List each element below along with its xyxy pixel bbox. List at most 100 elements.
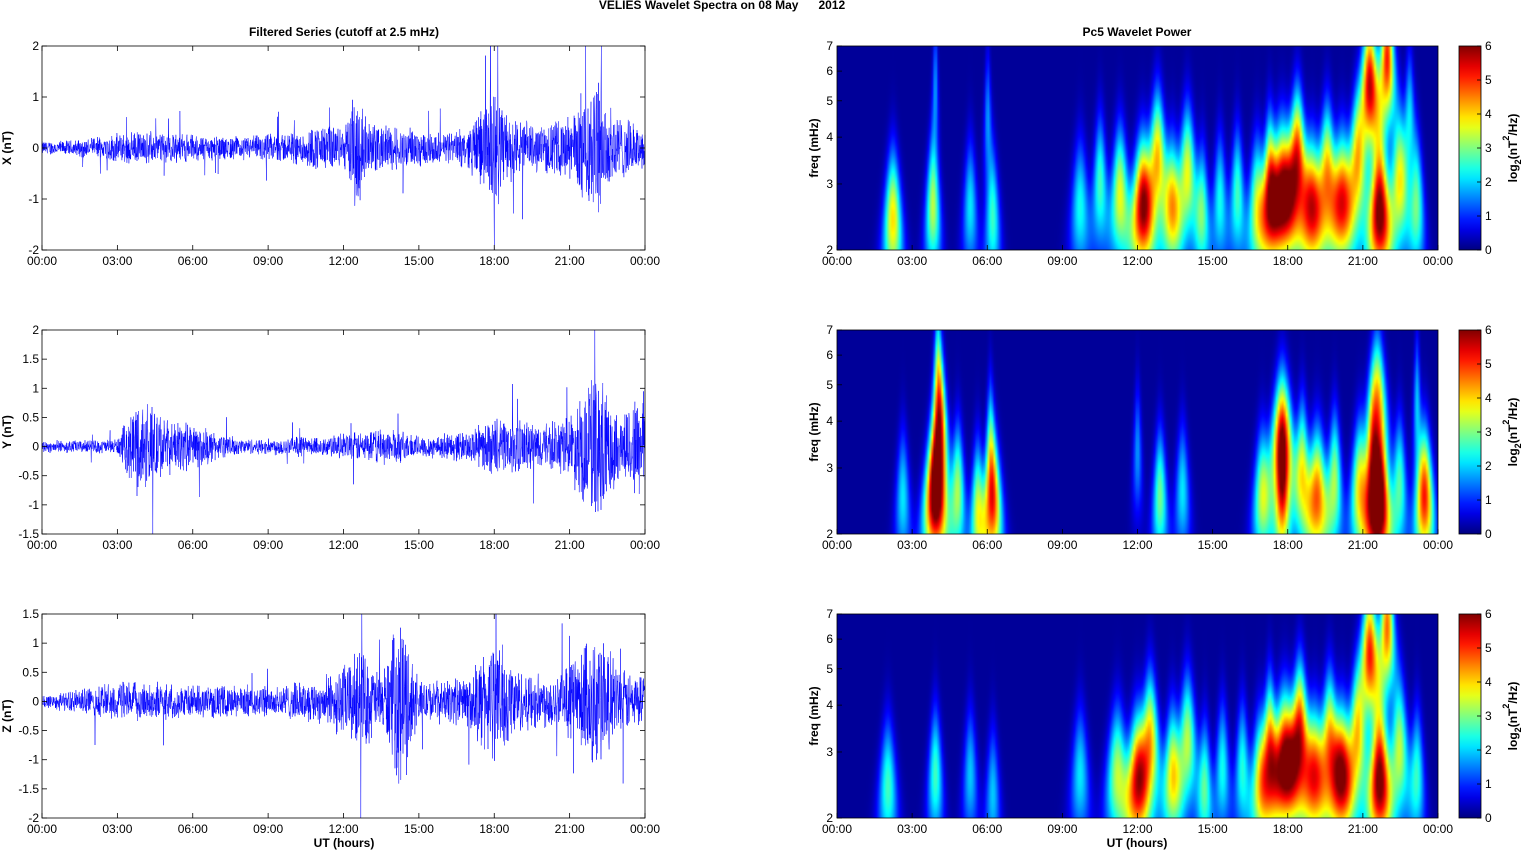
x-axis-label-right: UT (hours) xyxy=(1107,836,1168,850)
y-tick-label: 6 xyxy=(826,348,833,362)
x-tick-label: 21:00 xyxy=(1348,254,1378,268)
x-tick-label: 18:00 xyxy=(479,538,509,552)
y-tick-label: -0.5 xyxy=(18,724,39,738)
colorbar-label: log2(nT2/Hz) xyxy=(1501,398,1522,467)
colorbar-label-part: /Hz) xyxy=(1506,114,1520,136)
colorbar-tick-label: 5 xyxy=(1485,73,1492,87)
y-tick-label: -1.5 xyxy=(18,527,39,541)
colorbar-tick-label: 0 xyxy=(1485,527,1492,541)
x-tick-label: 00:00 xyxy=(822,822,852,836)
x-tick-label: 21:00 xyxy=(555,538,585,552)
x-tick-label: 00:00 xyxy=(27,822,57,836)
colorbar-label-part: (nT xyxy=(1506,708,1520,727)
colorbar-tick-label: 3 xyxy=(1485,425,1492,439)
x-tick-label: 00:00 xyxy=(822,254,852,268)
colorbar-tick-label: 4 xyxy=(1485,391,1492,405)
x-tick-label: 00:00 xyxy=(630,822,660,836)
x-tick-label: 00:00 xyxy=(630,538,660,552)
y-tick-label: 4 xyxy=(826,130,833,144)
colorbar-label-part: /Hz) xyxy=(1506,398,1520,420)
x-tick-label: 18:00 xyxy=(1273,254,1303,268)
colorbar-tick-label: 1 xyxy=(1485,777,1492,791)
x-tick-label: 12:00 xyxy=(328,822,358,836)
colorbar-tick-label: 0 xyxy=(1485,811,1492,825)
colorbar-label-part: /Hz) xyxy=(1506,682,1520,704)
colorbar-label-part: log xyxy=(1506,164,1520,182)
x-tick-label: 12:00 xyxy=(1122,254,1152,268)
y-tick-label: 4 xyxy=(826,414,833,428)
colorbar-tick-label: 6 xyxy=(1485,607,1492,621)
x-tick-label: 12:00 xyxy=(1122,538,1152,552)
x-tick-label: 00:00 xyxy=(27,538,57,552)
x-tick-label: 15:00 xyxy=(404,538,434,552)
x-tick-label: 18:00 xyxy=(479,822,509,836)
x-tick-label: 15:00 xyxy=(404,254,434,268)
x-tick-label: 06:00 xyxy=(178,254,208,268)
y-tick-label: 5 xyxy=(826,662,833,676)
y-tick-label: 7 xyxy=(826,39,833,53)
colorbar-tick-label: 3 xyxy=(1485,141,1492,155)
x-tick-label: 00:00 xyxy=(630,254,660,268)
x-tick-label: 06:00 xyxy=(178,822,208,836)
x-tick-label: 12:00 xyxy=(328,254,358,268)
colorbar-label: log2(nT2/Hz) xyxy=(1501,114,1522,183)
x-tick-label: 21:00 xyxy=(555,254,585,268)
colorbar-label-part: 2 xyxy=(1501,420,1511,425)
x-tick-label: 06:00 xyxy=(972,822,1002,836)
x-tick-label: 09:00 xyxy=(1047,822,1077,836)
y-axis-label: X (nT) xyxy=(0,131,14,165)
x-tick-label: 00:00 xyxy=(1423,822,1453,836)
wavelet-power-image xyxy=(837,330,1438,534)
series-panel-1: 21.510.50-0.5-1-1.500:00 03:00 06:00 09:00 1… xyxy=(0,323,660,552)
y-tick-label: 0 xyxy=(32,141,39,155)
freq-axis-label: freq (mHz) xyxy=(807,118,821,177)
y-tick-label: 1.5 xyxy=(22,607,39,621)
y-tick-label: 2 xyxy=(32,323,39,337)
x-tick-label: 00:00 xyxy=(1423,254,1453,268)
y-tick-label: -2 xyxy=(28,811,39,825)
x-tick-label: 15:00 xyxy=(1198,822,1228,836)
x-axis-label-left: UT (hours) xyxy=(314,836,375,850)
x-tick-label: 09:00 xyxy=(253,822,283,836)
y-tick-label: 1 xyxy=(32,90,39,104)
x-tick-label: 12:00 xyxy=(1122,822,1152,836)
y-tick-label: 5 xyxy=(826,94,833,108)
x-tick-label: 00:00 xyxy=(822,538,852,552)
y-tick-label: -1 xyxy=(28,753,39,767)
y-tick-label: 7 xyxy=(826,607,833,621)
colorbar-tick-label: 2 xyxy=(1485,175,1492,189)
right-column-title: Pc5 Wavelet Power xyxy=(1083,25,1192,39)
freq-axis-label: freq (mHz) xyxy=(807,402,821,461)
wavelet-power-image xyxy=(837,46,1438,250)
colorbar-tick-label: 2 xyxy=(1485,743,1492,757)
colorbar-label-part: 2 xyxy=(1513,159,1522,164)
x-tick-label: 03:00 xyxy=(897,538,927,552)
colorbar-tick-label: 5 xyxy=(1485,641,1492,655)
figure-suptitle: VELIES Wavelet Spectra on 08 May 2012 xyxy=(599,0,846,12)
y-tick-label: -1.5 xyxy=(18,782,39,796)
y-tick-label: 0 xyxy=(32,440,39,454)
colorbar-tick-label: 6 xyxy=(1485,323,1492,337)
y-tick-label: 3 xyxy=(826,461,833,475)
y-axis-label: Y (nT) xyxy=(0,415,14,449)
x-tick-label: 15:00 xyxy=(1198,254,1228,268)
x-tick-label: 03:00 xyxy=(897,822,927,836)
series-trace xyxy=(41,329,646,535)
colorbar-label-part: 2 xyxy=(1501,136,1511,141)
colorbar-tick-label: 1 xyxy=(1485,209,1492,223)
colorbar-tick-label: 4 xyxy=(1485,107,1492,121)
colorbar-tick-label: 4 xyxy=(1485,675,1492,689)
colorbar-label: log2(nT2/Hz) xyxy=(1501,682,1522,751)
x-tick-label: 09:00 xyxy=(253,538,283,552)
colorbar-label-part: log xyxy=(1506,448,1520,466)
colorbar-label-part: (nT xyxy=(1506,424,1520,443)
y-tick-label: 3 xyxy=(826,177,833,191)
x-tick-label: 09:00 xyxy=(1047,254,1077,268)
colorbar-tick-label: 2 xyxy=(1485,459,1492,473)
